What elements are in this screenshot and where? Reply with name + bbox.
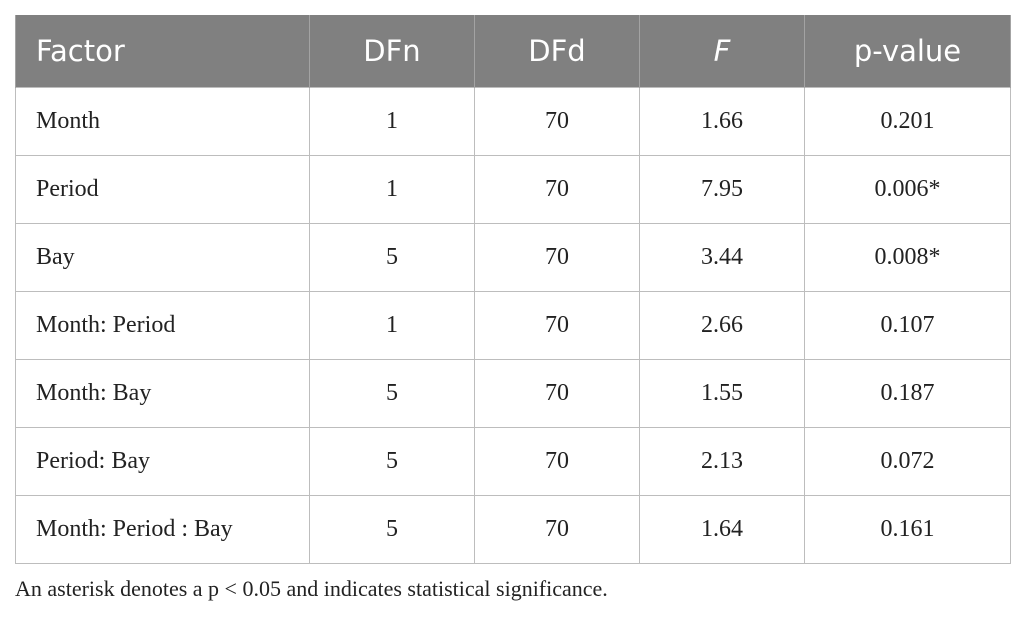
table-row: Period 1 70 7.95 0.006* (15, 155, 1011, 224)
cell-dfd: 70 (474, 427, 640, 496)
cell-f: 2.66 (639, 291, 805, 360)
cell-dfd: 70 (474, 495, 640, 564)
anova-table: Factor DFn DFd F p-value Month 1 70 1.66… (15, 15, 1011, 564)
cell-f: 3.44 (639, 223, 805, 292)
cell-factor: Month: Bay (15, 359, 310, 428)
cell-dfd: 70 (474, 291, 640, 360)
cell-p-value: 0.008* (804, 223, 1011, 292)
header-f: F (639, 15, 805, 88)
cell-factor: Bay (15, 223, 310, 292)
cell-f: 2.13 (639, 427, 805, 496)
cell-f: 7.95 (639, 155, 805, 224)
table-row: Month: Period : Bay 5 70 1.64 0.161 (15, 495, 1011, 564)
header-p-value: p-value (804, 15, 1011, 88)
cell-dfn: 5 (309, 223, 475, 292)
table-header-row: Factor DFn DFd F p-value (15, 15, 1011, 88)
table-row: Bay 5 70 3.44 0.008* (15, 223, 1011, 292)
table-row: Month: Period 1 70 2.66 0.107 (15, 291, 1011, 360)
header-dfn: DFn (309, 15, 475, 88)
cell-dfd: 70 (474, 87, 640, 156)
cell-p-value: 0.107 (804, 291, 1011, 360)
cell-dfn: 5 (309, 427, 475, 496)
cell-p-value: 0.072 (804, 427, 1011, 496)
cell-dfd: 70 (474, 155, 640, 224)
cell-dfn: 5 (309, 495, 475, 564)
cell-f: 1.64 (639, 495, 805, 564)
cell-dfn: 1 (309, 87, 475, 156)
cell-factor: Period (15, 155, 310, 224)
anova-table-container: Factor DFn DFd F p-value Month 1 70 1.66… (15, 15, 1011, 564)
cell-dfn: 5 (309, 359, 475, 428)
cell-f: 1.55 (639, 359, 805, 428)
table-row: Month 1 70 1.66 0.201 (15, 87, 1011, 156)
cell-dfd: 70 (474, 359, 640, 428)
cell-factor: Period: Bay (15, 427, 310, 496)
cell-factor: Month (15, 87, 310, 156)
cell-p-value: 0.187 (804, 359, 1011, 428)
cell-dfn: 1 (309, 155, 475, 224)
cell-dfn: 1 (309, 291, 475, 360)
header-dfd: DFd (474, 15, 640, 88)
cell-p-value: 0.006* (804, 155, 1011, 224)
header-factor: Factor (15, 15, 310, 88)
cell-f: 1.66 (639, 87, 805, 156)
cell-dfd: 70 (474, 223, 640, 292)
table-row: Month: Bay 5 70 1.55 0.187 (15, 359, 1011, 428)
cell-factor: Month: Period : Bay (15, 495, 310, 564)
table-footnote: An asterisk denotes a p < 0.05 and indic… (15, 576, 608, 601)
table-row: Period: Bay 5 70 2.13 0.072 (15, 427, 1011, 496)
cell-p-value: 0.161 (804, 495, 1011, 564)
cell-factor: Month: Period (15, 291, 310, 360)
cell-p-value: 0.201 (804, 87, 1011, 156)
